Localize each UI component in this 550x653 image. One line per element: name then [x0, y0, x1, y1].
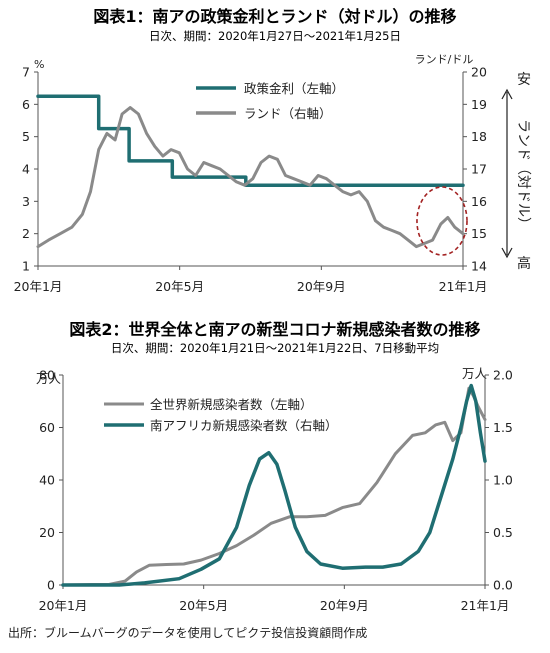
chart1-series-line-1: [36, 106, 465, 249]
chart1-x-tick-label: 20年1月: [14, 279, 63, 294]
chart2-right-tick-label: 1.0: [493, 473, 513, 488]
chart1-right-top-label: 安: [517, 72, 531, 88]
chart1-right-tick-label: 18: [471, 129, 487, 144]
chart1-left-tick-label: 5: [22, 129, 30, 144]
chart1-x-tick-label: 21年1月: [439, 279, 488, 294]
chart1-right-arrow-down: [501, 247, 513, 259]
chart1-left-tick-label: 6: [22, 97, 30, 112]
chart1-legend-label-rate: 政策金利（左軸）: [244, 81, 344, 96]
chart2-right-axis-ticks: 0.0 0.5 1.0 1.5 2.0: [485, 368, 513, 593]
chart2-right-tick-label: 0.0: [493, 578, 513, 593]
chart2-x-axis-ticks: 20年1月 20年5月 20年9月 21年1月: [39, 585, 510, 613]
chart2-right-tick-label: 1.5: [493, 420, 513, 435]
chart1-right-tick-label: 20: [471, 65, 487, 80]
chart2-series-line-0: [61, 386, 487, 587]
chart1-right-tick-label: 19: [471, 97, 487, 112]
chart1-right-axis-ticks: 14 15 16 17 18 19 20: [463, 65, 487, 274]
chart1-x-tick-label: 20年5月: [155, 279, 204, 294]
chart2-series: [61, 383, 487, 587]
chart2-title: 図表2：世界全体と南アの新型コロナ新規感染者数の推移: [69, 320, 480, 339]
chart2-x-tick-label: 21年1月: [461, 598, 510, 613]
chart1-left-tick-label: 7: [22, 65, 30, 80]
chart2-x-tick-label: 20年9月: [320, 598, 369, 613]
chart2-left-tick-label: 40: [39, 473, 55, 488]
chart1-right-unit: ランド/ドル: [415, 53, 474, 66]
chart2-x-tick-label: 20年5月: [179, 598, 228, 613]
chart2-left-axis-ticks: 0 20 40 60 80: [39, 368, 63, 593]
chart1-left-axis-ticks: 1 2 3 4 5 6 7: [22, 65, 38, 274]
chart2-left-tick-label: 20: [39, 525, 55, 540]
chart2-right-unit: 万人: [462, 366, 488, 381]
chart1-series-line-0: [36, 94, 465, 187]
chart1-left-tick-label: 1: [22, 259, 30, 274]
chart1-title: 図表1：南アの政策金利とランド（対ドル）の推移: [93, 7, 456, 26]
chart1-right-tick-label: 14: [471, 259, 487, 274]
chart1-right-tick-label: 17: [471, 162, 487, 177]
chart1-subtitle: 日次、期間：2020年1月27日～2021年1月25日: [149, 29, 401, 43]
chart1-x-axis-ticks: 20年1月 20年5月 20年9月 21年1月: [14, 266, 488, 294]
chart2-legend-label-sa: 南アフリカ新規感染者数（右軸）: [150, 418, 338, 433]
chart2-series-line-1: [61, 383, 487, 587]
chart1-right-arrow-up: [501, 88, 513, 100]
chart1-right-axis-label: ランド（対ドル）: [515, 119, 531, 231]
chart2-left-tick-label: 60: [39, 420, 55, 435]
chart1-plot-area: [37, 72, 464, 267]
chart2-right-tick-label: 2.0: [493, 368, 513, 383]
chart1-legend-label-rand: ランド（右軸）: [244, 106, 332, 121]
chart1-left-tick-label: 2: [22, 226, 30, 241]
chart1-x-tick-label: 20年9月: [297, 279, 346, 294]
chart1-left-tick-label: 3: [22, 194, 30, 209]
chart2-left-tick-label: 0: [47, 578, 55, 593]
chart1-left-tick-label: 4: [22, 162, 30, 177]
chart1-right-axis-label-group: 安 高 ランド（対ドル）: [501, 72, 531, 272]
chart2-legend-label-world: 全世界新規感染者数（左軸）: [150, 397, 313, 412]
chart2-left-tick-label: 80: [39, 368, 55, 383]
chart1-series: [36, 94, 468, 256]
chart2-legend: 全世界新規感染者数（左軸） 南アフリカ新規感染者数（右軸）: [104, 397, 338, 433]
chart1-right-tick-label: 15: [471, 226, 487, 241]
chart2-x-tick-label: 20年1月: [39, 598, 88, 613]
chart1-legend: 政策金利（左軸） ランド（右軸）: [196, 81, 344, 121]
source-note: 出所：ブルームバーグのデータを使用してピクテ投信投資顧問作成: [8, 625, 367, 640]
chart1-left-unit: %: [34, 58, 44, 71]
chart1-right-tick-label: 16: [471, 194, 487, 209]
chart2-subtitle: 日次、期間：2020年1月21日～2021年1月22日、7日移動平均: [111, 341, 439, 355]
chart2-left-unit: 万人: [36, 371, 62, 386]
chart2-right-tick-label: 0.5: [493, 525, 513, 540]
chart1-right-bottom-label: 高: [517, 255, 531, 272]
chart1-annotation-ellipse: [416, 186, 468, 256]
